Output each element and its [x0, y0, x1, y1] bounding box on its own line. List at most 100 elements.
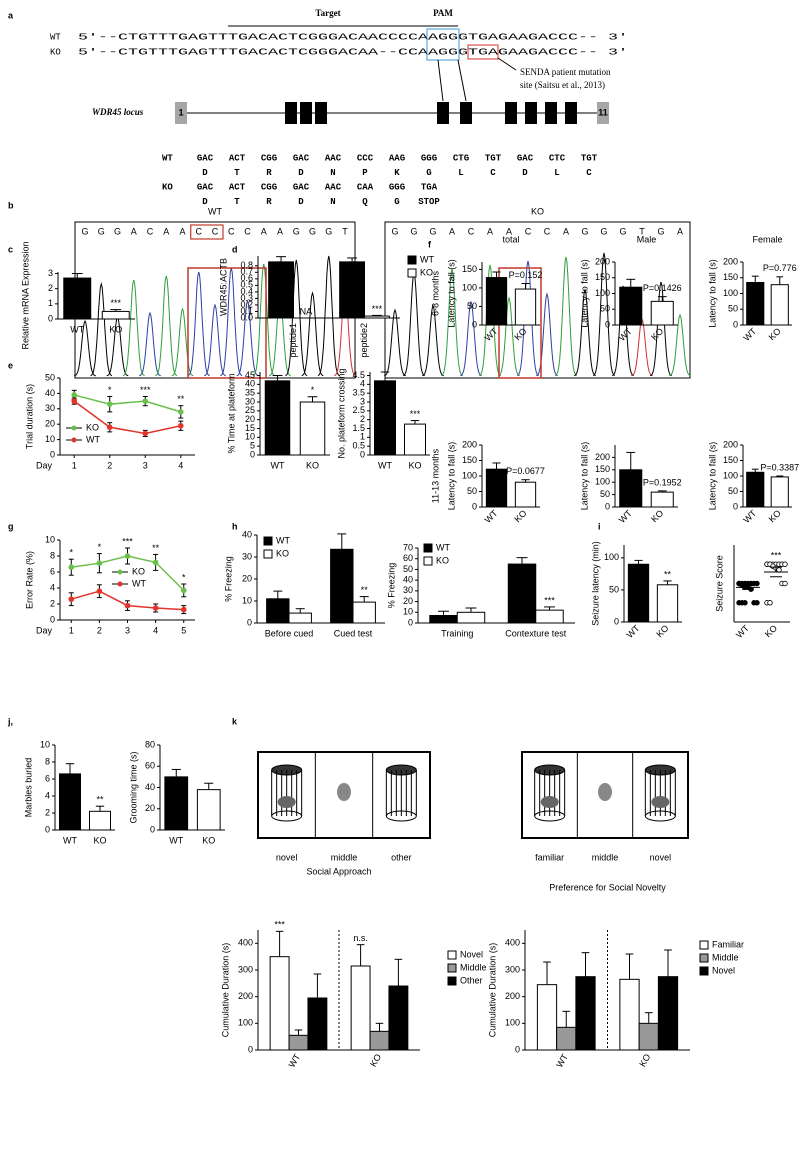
bar: [770, 284, 789, 326]
data-point: [782, 580, 788, 587]
x-tick-label: 4: [153, 625, 158, 635]
y-tick-label: 20: [242, 573, 252, 583]
bar: [307, 997, 328, 1051]
y-tick-label: 0: [250, 449, 255, 459]
x-tick-label: WT: [617, 508, 634, 525]
trace-peak: [478, 264, 502, 377]
chamber-label: other: [391, 852, 412, 862]
data-point: [106, 424, 113, 431]
x-tick-label: 5: [181, 625, 186, 635]
bar: [196, 789, 221, 831]
trace-peak: [631, 317, 653, 377]
trace-peak: [74, 319, 96, 377]
chart-title: Male: [637, 234, 657, 244]
legend-marker: [71, 425, 77, 431]
base-call: C: [468, 226, 475, 236]
significance: *: [182, 572, 186, 582]
significance: NA: [300, 306, 313, 316]
exon: [175, 102, 187, 124]
y-tick-label: 300: [238, 964, 253, 974]
x-tick-label: KO: [109, 324, 122, 334]
trace-peak: [649, 281, 673, 377]
y-tick-label: 8: [50, 550, 55, 560]
bar: [514, 481, 537, 508]
x-tick-label: WT: [271, 460, 285, 470]
base-call: T: [639, 226, 645, 236]
x-axis-label: Day: [36, 625, 53, 635]
significance: ***: [372, 304, 383, 314]
mouse: [540, 796, 559, 808]
chart-title: total: [502, 234, 519, 244]
chart-title: Female: [752, 234, 782, 244]
legend-swatch: [447, 950, 457, 960]
legend-label: Novel: [460, 949, 483, 959]
bar: [352, 601, 376, 624]
trace-peak: [252, 263, 275, 377]
trace-peak: [573, 288, 597, 377]
bar: [388, 985, 409, 1051]
bar: [556, 1026, 577, 1051]
y-tick-label: 0.2: [240, 299, 253, 309]
y-tick-label: 200: [238, 991, 253, 1001]
y-tick-label: 0: [472, 319, 477, 329]
y-tick-label: 100: [604, 552, 619, 562]
x-tick-label: KO: [368, 1052, 383, 1068]
y-axis-label: % Freezing: [223, 556, 233, 602]
y-tick-label: 4: [50, 582, 55, 592]
exon: [460, 102, 472, 124]
panel-letter: d: [232, 244, 238, 254]
y-tick-label: 30: [403, 585, 413, 595]
significance: **: [361, 585, 369, 595]
y-tick-label: 40: [403, 575, 413, 585]
data-point: [71, 398, 78, 404]
y-tick-label: 200: [595, 256, 610, 266]
panel-letter: a: [8, 10, 14, 20]
codon: TGT: [581, 153, 598, 163]
trace-peak: [459, 300, 483, 377]
x-tick-label: WT: [741, 508, 758, 525]
y-tick-label: 0: [614, 616, 619, 626]
x-tick-label: KO: [767, 326, 783, 342]
y-tick-label: 150: [462, 264, 477, 274]
y-tick-label: 4: [360, 379, 365, 389]
significance: ***: [140, 385, 151, 395]
base-call: A: [506, 226, 512, 236]
base-call: G: [581, 226, 588, 236]
y-tick-label: 100: [723, 288, 738, 298]
exon: [300, 102, 312, 124]
legend-swatch: [447, 976, 457, 986]
exon: [505, 102, 517, 124]
zoom-line: [437, 59, 444, 102]
panel-letter: h: [232, 521, 238, 531]
y-tick-label: 150: [595, 272, 610, 282]
codon: CTG: [453, 153, 469, 163]
legend-marker: [117, 569, 123, 575]
significance: ***: [122, 536, 133, 546]
y-tick-label: 150: [723, 272, 738, 282]
bar: [627, 563, 650, 623]
y-tick-label: 10: [245, 432, 255, 442]
p-value: P=0.1952: [643, 477, 682, 487]
panel-letter: k: [232, 716, 238, 726]
exon-label: 9: [548, 107, 553, 117]
codon: G: [426, 168, 431, 178]
data-point: [96, 588, 103, 594]
sequence: 5′--CTGTTTGAGTTTGACACTCGGGACAA--CCAAGGGT…: [78, 47, 628, 57]
y-tick-label: 50: [609, 584, 619, 594]
exon: [545, 102, 557, 124]
y-tick-label: 0: [50, 614, 55, 624]
codon: GAC: [197, 153, 214, 163]
legend-label: Familiar: [712, 939, 744, 949]
base-call: C: [196, 226, 203, 236]
codon: GAC: [197, 182, 214, 192]
bar: [536, 984, 558, 1051]
y-tick-label: 200: [723, 256, 738, 266]
bar: [456, 611, 486, 624]
chamber-label: novel: [650, 852, 672, 862]
codon: C: [490, 168, 496, 178]
legend-swatch: [407, 255, 417, 265]
y-axis-label: Error Rate (%): [24, 551, 34, 609]
base-call: G: [657, 226, 664, 236]
y-tick-label: 0: [247, 617, 252, 627]
